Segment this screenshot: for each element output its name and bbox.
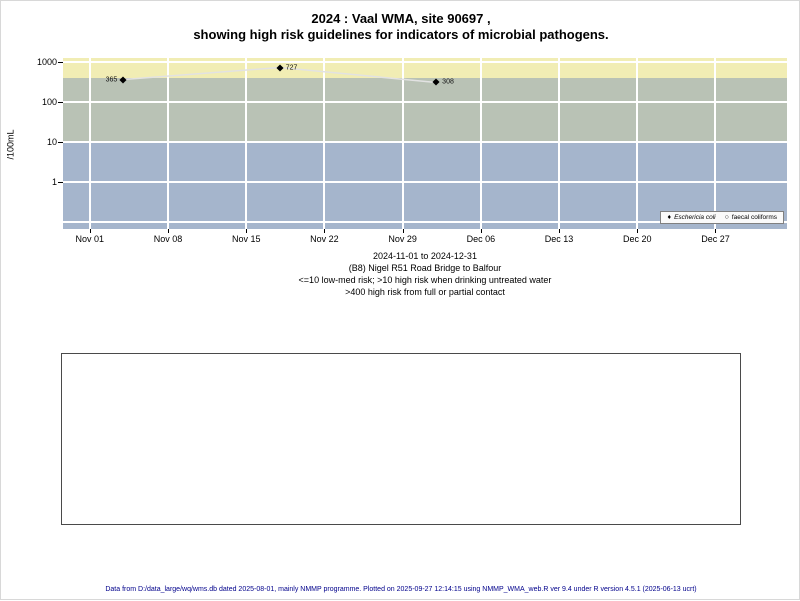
x-tick-label: Nov 29: [388, 234, 417, 244]
chart-caption: 2024-11-01 to 2024-12-31 (B8) Nigel R51 …: [63, 250, 787, 298]
h-gridline: [63, 61, 787, 63]
v-gridline: [323, 58, 326, 229]
open-circle-icon: ○: [724, 214, 729, 221]
v-gridline: [401, 58, 404, 229]
v-gridline: [558, 58, 561, 229]
v-gridline: [479, 58, 482, 229]
legend-label: faecal coliforms: [731, 214, 777, 221]
x-tick-mark: [168, 229, 170, 233]
v-gridline: [636, 58, 639, 229]
y-tick-label: 1000: [36, 57, 57, 67]
x-tick-mark: [402, 229, 404, 233]
caption-risk-note-1: <=10 low-med risk; >10 high risk when dr…: [298, 275, 552, 285]
chart-title: 2024 : Vaal WMA, site 90697 , showing hi…: [1, 11, 800, 43]
x-tick-mark: [246, 229, 248, 233]
h-gridline: [63, 221, 787, 223]
chart-title-line2: showing high risk guidelines for indicat…: [193, 27, 609, 42]
v-gridline: [714, 58, 717, 229]
x-tick-label: Dec 13: [544, 234, 574, 244]
series-line: [123, 66, 437, 84]
legend-label: Eschericia coli: [674, 214, 716, 221]
legend-item-ecoli: ♦ Eschericia coli: [667, 214, 715, 221]
v-gridline: [245, 58, 248, 229]
x-tick-label: Nov 15: [231, 234, 261, 244]
plot-area: 365 727 308 ♦ Eschericia coli ○ faecal colifor…: [63, 58, 787, 229]
x-tick-mark: [637, 229, 639, 233]
data-point-label: 727: [285, 64, 298, 72]
y-tick-label: 10: [46, 137, 57, 147]
h-gridline: [63, 101, 787, 103]
h-gridline: [63, 181, 787, 183]
x-tick-label: Nov 22: [310, 234, 339, 244]
risk-band-high-risk-drinking: [63, 77, 787, 142]
legend: ♦ Eschericia coli ○ faecal coliforms: [660, 211, 784, 224]
data-point-label: 365: [105, 76, 118, 83]
v-gridline: [88, 58, 91, 229]
caption-date-range: 2024-11-01 to 2024-12-31: [373, 251, 477, 261]
footer-provenance: Data from D:/data_large/wq/wms.db dated …: [105, 586, 697, 593]
x-tick-mark: [480, 229, 482, 233]
x-tick-mark: [324, 229, 326, 233]
x-tick-label: Nov 08: [153, 234, 183, 244]
filled-diamond-icon: ♦: [667, 214, 672, 221]
y-tick-label: 100: [41, 97, 57, 107]
legend-item-faecal-coliforms: ○ faecal coliforms: [725, 214, 777, 221]
h-gridline: [63, 141, 787, 143]
x-tick-label: Dec 27: [701, 234, 730, 244]
caption-risk-note-2: >400 high risk from full or partial cont…: [345, 287, 505, 297]
chart-title-line1: 2024 : Vaal WMA, site 90697 ,: [311, 11, 491, 26]
x-tick-label: Nov 01: [75, 234, 105, 244]
data-point-label: 308: [442, 78, 454, 86]
x-tick-label: Dec 20: [623, 234, 652, 244]
x-tick-mark: [559, 229, 561, 233]
caption-site-name: (B8) Nigel R51 Road Bridge to Balfour: [348, 263, 502, 273]
y-axis-label: /100mL: [5, 129, 16, 160]
x-tick-mark: [89, 229, 91, 233]
y-tick-label: 1: [51, 177, 57, 187]
x-tick-mark: [715, 229, 717, 233]
x-tick-label: Dec 06: [466, 234, 496, 244]
v-gridline: [167, 58, 170, 229]
empty-panel: [61, 353, 741, 525]
